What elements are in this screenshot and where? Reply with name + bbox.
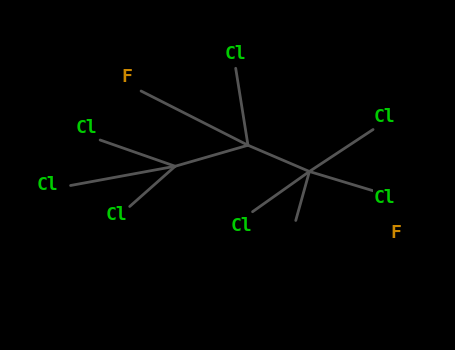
Text: F: F (121, 68, 132, 86)
Text: Cl: Cl (105, 206, 127, 224)
Text: Cl: Cl (225, 45, 247, 63)
Text: Cl: Cl (76, 119, 97, 137)
Text: Cl: Cl (230, 217, 252, 235)
Text: Cl: Cl (374, 108, 395, 126)
Text: F: F (390, 224, 401, 242)
Text: Cl: Cl (374, 189, 395, 207)
Text: Cl: Cl (37, 176, 59, 195)
